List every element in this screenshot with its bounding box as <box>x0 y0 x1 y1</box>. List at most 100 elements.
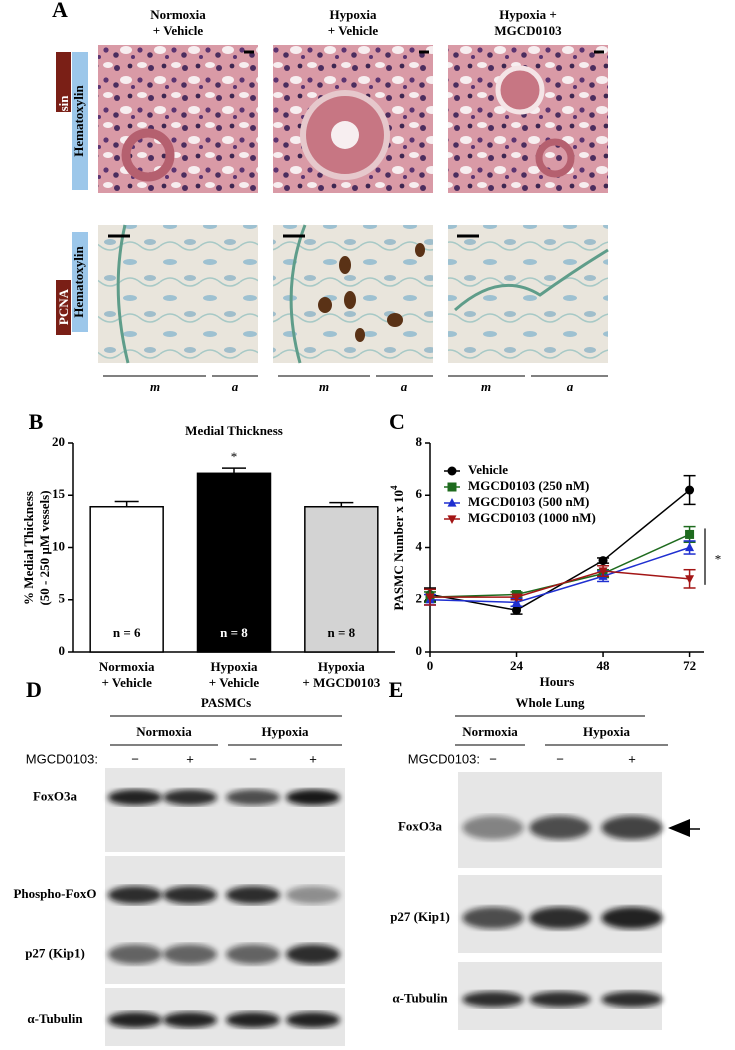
layer-label: a <box>567 379 574 394</box>
series-line <box>429 489 691 611</box>
band <box>462 815 524 840</box>
row-label: FoxO3a <box>398 819 443 834</box>
lamina <box>116 224 130 364</box>
band <box>529 906 591 929</box>
scale-bars <box>108 50 604 238</box>
row-label: Phospho-FoxO <box>13 886 96 901</box>
band <box>462 906 524 929</box>
layer-label: m <box>481 379 491 394</box>
band <box>529 815 591 840</box>
x-tick-label: Hypoxia <box>211 659 258 674</box>
band <box>286 1011 340 1028</box>
column-header: + Vehicle <box>153 23 204 38</box>
group-label: Normoxia <box>462 724 518 739</box>
x-tick-label: 24 <box>510 658 524 673</box>
y-axis-label-superscript: 4 <box>389 485 399 490</box>
series-line <box>429 546 690 604</box>
band <box>601 815 663 840</box>
x-axis-label: Hours <box>540 674 575 689</box>
band <box>163 944 217 965</box>
histology-image <box>98 45 258 193</box>
y-axis-label: % Medial Thickness <box>21 491 36 605</box>
band <box>286 789 340 806</box>
marker <box>512 593 522 603</box>
ihc-image <box>98 225 258 363</box>
layer-label: m <box>150 379 160 394</box>
treatment-sign: − <box>131 751 139 766</box>
blot-background <box>105 768 345 852</box>
vessel <box>121 128 175 182</box>
row-label: p27 (Kip1) <box>25 945 85 960</box>
marker <box>425 593 435 603</box>
stain-box <box>56 280 71 335</box>
x-tick-label: 72 <box>683 658 696 673</box>
series-line <box>429 533 690 598</box>
marker <box>598 556 608 566</box>
marker <box>685 575 695 584</box>
column-header: + Vehicle <box>328 23 379 38</box>
panel-d: D PASMCs Normoxia Hypoxia MGCD0103: − + − + FoxO3… <box>13 677 345 1046</box>
band <box>462 991 524 1008</box>
legend-label: MGCD0103 (500 nM) <box>468 494 589 509</box>
column-header: Normoxia <box>150 7 206 22</box>
marker <box>685 542 695 552</box>
lamina <box>289 224 307 364</box>
y-axis-label: (50 - 250 µM vessels) <box>37 490 52 605</box>
y-tick-label: 6 <box>416 486 423 501</box>
y-tick-label: 2 <box>416 591 423 606</box>
band <box>226 1011 280 1028</box>
band <box>108 944 162 965</box>
band <box>163 1011 217 1028</box>
stain-label: PCNA <box>56 288 71 325</box>
band <box>163 789 217 806</box>
band <box>226 789 280 806</box>
legend-marker <box>447 498 457 507</box>
n-label: n = 8 <box>220 625 248 640</box>
column-header: MGCD0103 <box>494 23 562 38</box>
series-line <box>430 570 690 598</box>
panel-letter: B <box>29 409 44 434</box>
band <box>163 886 217 904</box>
column-header: Hypoxia + <box>499 7 557 22</box>
band <box>226 886 280 904</box>
panel-letter: D <box>26 677 42 702</box>
marker <box>685 529 695 539</box>
lamina <box>454 248 609 312</box>
x-tick-label: + Vehicle <box>101 675 152 690</box>
blot-title: PASMCs <box>201 695 251 710</box>
treatment-sign: + <box>186 751 194 766</box>
treatment-label: MGCD0103: <box>408 751 480 766</box>
bar <box>89 505 164 653</box>
bar <box>196 472 272 653</box>
y-tick-label: 0 <box>416 643 423 658</box>
blot-title: Whole Lung <box>516 695 585 710</box>
x-tick-label: Hypoxia <box>318 659 365 674</box>
legend-label: MGCD0103 (1000 nM) <box>468 510 596 525</box>
column-header: Hypoxia <box>330 7 377 22</box>
group-label: Hypoxia <box>583 724 630 739</box>
band <box>108 789 162 806</box>
y-tick-label: 15 <box>52 486 66 501</box>
row-label: FoxO3a <box>33 788 78 803</box>
panel-letter: E <box>389 677 404 702</box>
panel-b: B Medial Thickness % Medial Thickness (50 -… <box>21 409 395 690</box>
treatment-label: MGCD0103: <box>26 751 98 766</box>
legend-marker <box>447 515 457 524</box>
band <box>286 886 340 904</box>
group-label: Normoxia <box>136 724 192 739</box>
marker <box>512 605 522 615</box>
stain-box <box>72 52 88 190</box>
y-tick-label: 4 <box>416 538 423 553</box>
significance: * <box>231 449 238 464</box>
ihc-image <box>448 225 608 363</box>
band <box>601 906 663 929</box>
y-tick-label: 8 <box>416 434 423 449</box>
group-label: Hypoxia <box>262 724 309 739</box>
x-tick-label: + MGCD0103 <box>302 675 380 690</box>
band <box>108 1011 162 1028</box>
legend-marker <box>447 482 457 492</box>
stain-box <box>72 232 88 332</box>
n-label: n = 6 <box>113 625 141 640</box>
